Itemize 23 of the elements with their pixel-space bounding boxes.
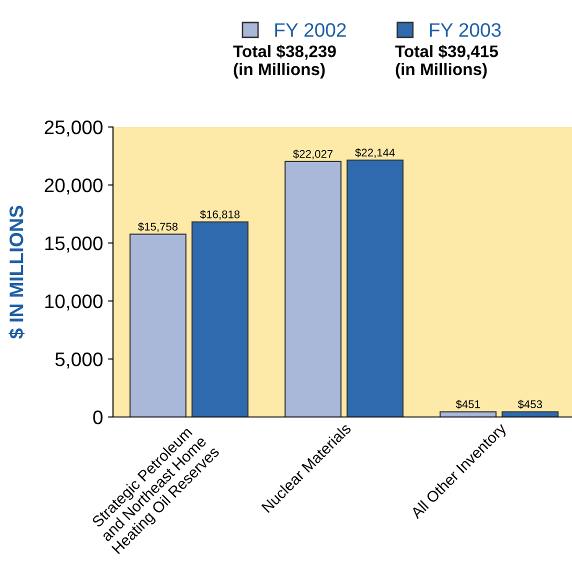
y-tick-label: 15,000 (45, 236, 103, 253)
bar (502, 411, 559, 417)
data-label: $453 (518, 400, 542, 409)
y-tick-label: 10,000 (45, 294, 103, 311)
y-tick-label: 20,000 (44, 178, 103, 195)
data-label: $15,758 (138, 222, 178, 232)
bar (440, 411, 497, 417)
bar (284, 160, 342, 417)
bar (346, 160, 404, 417)
data-label: $451 (456, 400, 480, 409)
bar (192, 221, 248, 417)
y-tick-label: 0 (93, 410, 103, 424)
data-label: $22,027 (293, 150, 333, 160)
data-label: $22,144 (355, 148, 395, 158)
y-tick-label: 5,000 (55, 352, 103, 369)
legend-label: FY 2002 (275, 23, 346, 37)
text: Total $38,239 (in Millions) (233, 44, 336, 78)
y-tick-label: 25,000 (44, 120, 103, 137)
y-axis-title: $ IN MILLIONS (8, 206, 25, 339)
legend-label: FY 2003 (430, 23, 501, 37)
text: Total $39,415 (in Millions) (395, 44, 498, 78)
bar (130, 234, 186, 417)
data-label: $16,818 (200, 210, 240, 220)
